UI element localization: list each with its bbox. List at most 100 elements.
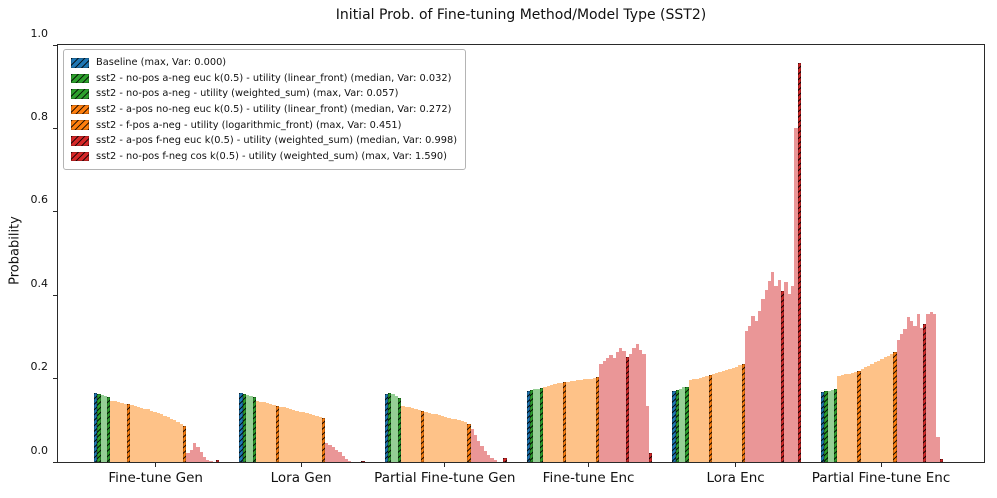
bar <box>427 412 431 462</box>
bar <box>757 311 762 462</box>
bar <box>582 379 587 462</box>
bar <box>533 389 537 462</box>
legend-item: sst2 - no-pos a-neg - utility (weighted_… <box>71 86 457 102</box>
x-tick <box>880 463 882 467</box>
legend-swatch-icon <box>71 58 89 68</box>
bar <box>202 456 207 462</box>
bar <box>391 394 395 462</box>
bar <box>619 347 623 462</box>
legend-item: sst2 - no-pos f-neg cos k(0.5) - utility… <box>71 149 457 165</box>
bar <box>490 457 494 462</box>
bar <box>708 375 712 462</box>
bar <box>404 406 408 462</box>
bar <box>503 457 507 462</box>
bar <box>183 426 187 462</box>
bar <box>701 376 706 462</box>
bar <box>199 452 203 462</box>
legend-swatch-icon <box>71 136 89 146</box>
bar <box>179 424 184 462</box>
bar <box>450 418 455 462</box>
bar <box>421 411 425 462</box>
legend-label: sst2 - no-pos a-neg euc k(0.5) - utility… <box>96 72 452 84</box>
bar <box>863 367 868 462</box>
x-label-cell: Lora Gen <box>238 463 363 486</box>
bar <box>315 415 319 462</box>
bar <box>589 378 593 462</box>
bar <box>123 403 127 462</box>
bar <box>569 381 574 462</box>
bar-group <box>526 45 653 462</box>
bar <box>751 316 755 462</box>
bar <box>936 436 940 462</box>
legend-label: sst2 - no-pos f-neg cos k(0.5) - utility… <box>96 150 447 162</box>
bar <box>136 406 141 462</box>
bar <box>777 279 782 462</box>
y-tick <box>53 211 58 213</box>
bar <box>787 294 791 462</box>
bar <box>830 390 835 462</box>
y-tick-label: 1.0 <box>30 26 49 40</box>
x-tick-label: Partial Fine-tune Enc <box>811 470 951 486</box>
bar <box>678 388 683 462</box>
bar <box>781 291 785 462</box>
bar <box>592 377 597 462</box>
bar <box>176 421 180 462</box>
legend-item: sst2 - a-pos f-neg euc k(0.5) - utility … <box>71 133 457 149</box>
x-tick <box>735 463 737 467</box>
y-tick <box>53 294 58 296</box>
bar <box>143 408 147 462</box>
bar <box>705 376 709 462</box>
legend-label: sst2 - a-pos no-neg euc k(0.5) - utility… <box>96 104 452 116</box>
bar <box>245 394 250 462</box>
x-tick <box>155 463 157 467</box>
bar <box>725 369 729 462</box>
bar <box>305 413 309 462</box>
bar <box>916 314 920 462</box>
x-tick <box>444 463 446 467</box>
bar <box>470 428 474 462</box>
x-tick-label: Fine-tune Gen <box>108 470 203 486</box>
bar <box>255 401 260 462</box>
bar <box>695 378 699 462</box>
bar <box>113 401 118 462</box>
bar <box>295 410 299 462</box>
bar <box>834 389 838 462</box>
bar <box>477 441 481 462</box>
bar <box>734 366 739 462</box>
bar <box>586 379 590 462</box>
legend-label: sst2 - no-pos a-neg - utility (weighted_… <box>96 88 399 100</box>
bar <box>536 388 541 462</box>
bar-group <box>672 45 801 462</box>
bar <box>388 392 392 462</box>
bar <box>933 313 937 462</box>
bar <box>417 409 422 462</box>
legend-swatch-icon <box>71 151 89 162</box>
bar <box>692 379 696 462</box>
bar <box>192 442 197 462</box>
bar <box>615 352 620 462</box>
x-tick-label: Partial Fine-tune Gen <box>374 470 516 486</box>
bar <box>599 364 603 462</box>
bar <box>103 395 108 462</box>
bar <box>407 407 412 462</box>
bar <box>292 409 296 462</box>
bar <box>900 334 904 462</box>
legend-swatch-icon <box>71 89 89 99</box>
bar-group <box>384 45 507 462</box>
bar <box>473 434 478 462</box>
bar <box>206 459 210 462</box>
x-tick <box>300 463 302 467</box>
bar <box>860 369 864 462</box>
bar <box>486 454 491 462</box>
bar <box>645 406 649 462</box>
bar <box>867 365 871 462</box>
bar <box>454 419 458 462</box>
x-tick-label: Lora Gen <box>270 470 332 486</box>
y-tick <box>53 461 58 463</box>
y-tick-label: 0.8 <box>30 109 49 123</box>
bar <box>126 404 131 462</box>
bar <box>642 354 646 462</box>
bar-group <box>239 45 365 462</box>
x-label-cell: Partial Fine-tune Enc <box>812 463 950 486</box>
